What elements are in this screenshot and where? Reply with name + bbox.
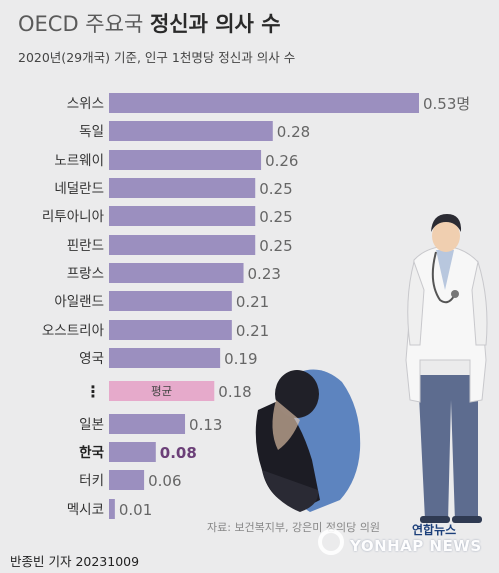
value-label: 0.28 xyxy=(277,123,310,141)
average-label: 평균 xyxy=(151,384,172,398)
value-label: 0.26 xyxy=(265,152,298,170)
bar-item xyxy=(109,291,232,311)
category-label: 스위스 xyxy=(67,96,104,112)
category-label: 노르웨이 xyxy=(54,153,104,169)
value-label: 0.21 xyxy=(236,322,269,340)
value-label: 0.21 xyxy=(236,293,269,311)
bar-item xyxy=(109,263,244,283)
value-label: 0.25 xyxy=(259,180,292,198)
category-label: 독일 xyxy=(79,124,104,140)
category-label: 멕시코 xyxy=(67,502,104,518)
value-label: 0.06 xyxy=(148,472,181,490)
bar-item xyxy=(109,442,156,462)
chart-title: OECD 주요국 정신과 의사 수 xyxy=(18,8,281,38)
sitting-person-illustration xyxy=(255,369,361,512)
value-label: 0.18 xyxy=(218,383,251,401)
bar-item xyxy=(109,320,232,340)
bar-item xyxy=(109,206,256,226)
value-label: 0.25 xyxy=(259,208,292,226)
bar-item xyxy=(109,470,145,490)
category-label: 리투아니아 xyxy=(42,209,105,225)
value-label: 0.23 xyxy=(248,265,281,283)
bar-item xyxy=(109,348,221,368)
bar-item xyxy=(109,93,419,113)
category-label: 오스트리아 xyxy=(42,323,105,339)
doctor-illustration xyxy=(405,214,488,523)
value-label: 0.19 xyxy=(224,350,257,368)
bar-item xyxy=(109,235,256,255)
logo-wordmark: YONHAP NEWS xyxy=(350,537,482,555)
category-label: 핀란드 xyxy=(67,238,104,254)
value-label: 0.53명 xyxy=(423,95,470,113)
category-label: 아일랜드 xyxy=(54,294,104,310)
ellipsis-marker: ⋮ xyxy=(85,382,101,401)
title-main: 정신과 의사 수 xyxy=(149,12,281,36)
bar-item xyxy=(109,121,273,141)
value-label: 0.08 xyxy=(160,444,197,462)
category-label: 영국 xyxy=(79,351,104,367)
title-prefix: OECD 주요국 xyxy=(18,12,144,36)
bar-item xyxy=(109,499,115,519)
bar-item xyxy=(109,178,256,198)
category-label: 한국 xyxy=(79,445,104,461)
logo-brand: 연합뉴스 xyxy=(412,523,457,537)
category-label: 일본 xyxy=(79,417,104,433)
value-label: 0.25 xyxy=(259,237,292,255)
yonhap-logo: 연합뉴스 YONHAP NEWS xyxy=(312,521,492,561)
value-label: 0.13 xyxy=(189,416,222,434)
byline: 반종빈 기자 20231009 xyxy=(10,554,140,569)
category-label: 터키 xyxy=(79,473,104,489)
bar-item xyxy=(109,150,262,170)
logo-circle-icon xyxy=(318,529,344,555)
category-label: 프랑스 xyxy=(67,266,104,282)
value-label: 0.01 xyxy=(119,501,152,519)
bar-item xyxy=(109,414,186,434)
chart-subtitle: 2020년(29개국) 기준, 인구 1천명당 정신과 의사 수 xyxy=(18,50,296,65)
bar-average xyxy=(109,381,215,401)
category-label: 네덜란드 xyxy=(54,181,104,197)
